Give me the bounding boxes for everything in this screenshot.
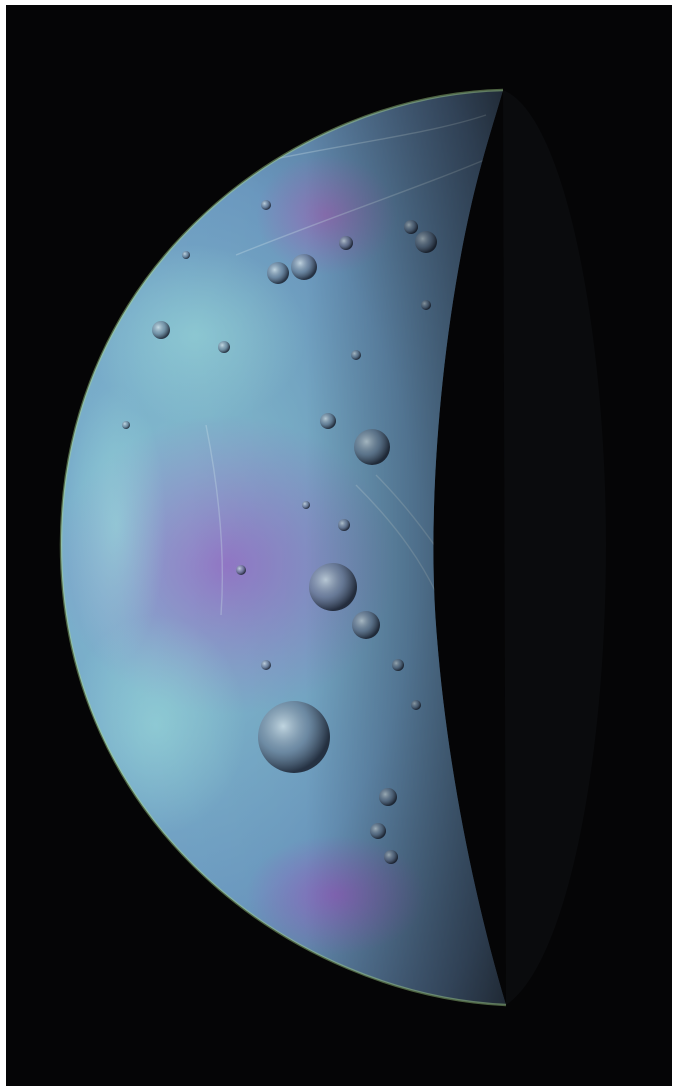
space-background: [6, 5, 672, 1086]
moon-dark-side: [503, 90, 606, 1005]
moon-limb: [59, 88, 507, 1007]
moon-lit-crescent: [61, 90, 506, 1005]
moon-image: [59, 88, 606, 1007]
